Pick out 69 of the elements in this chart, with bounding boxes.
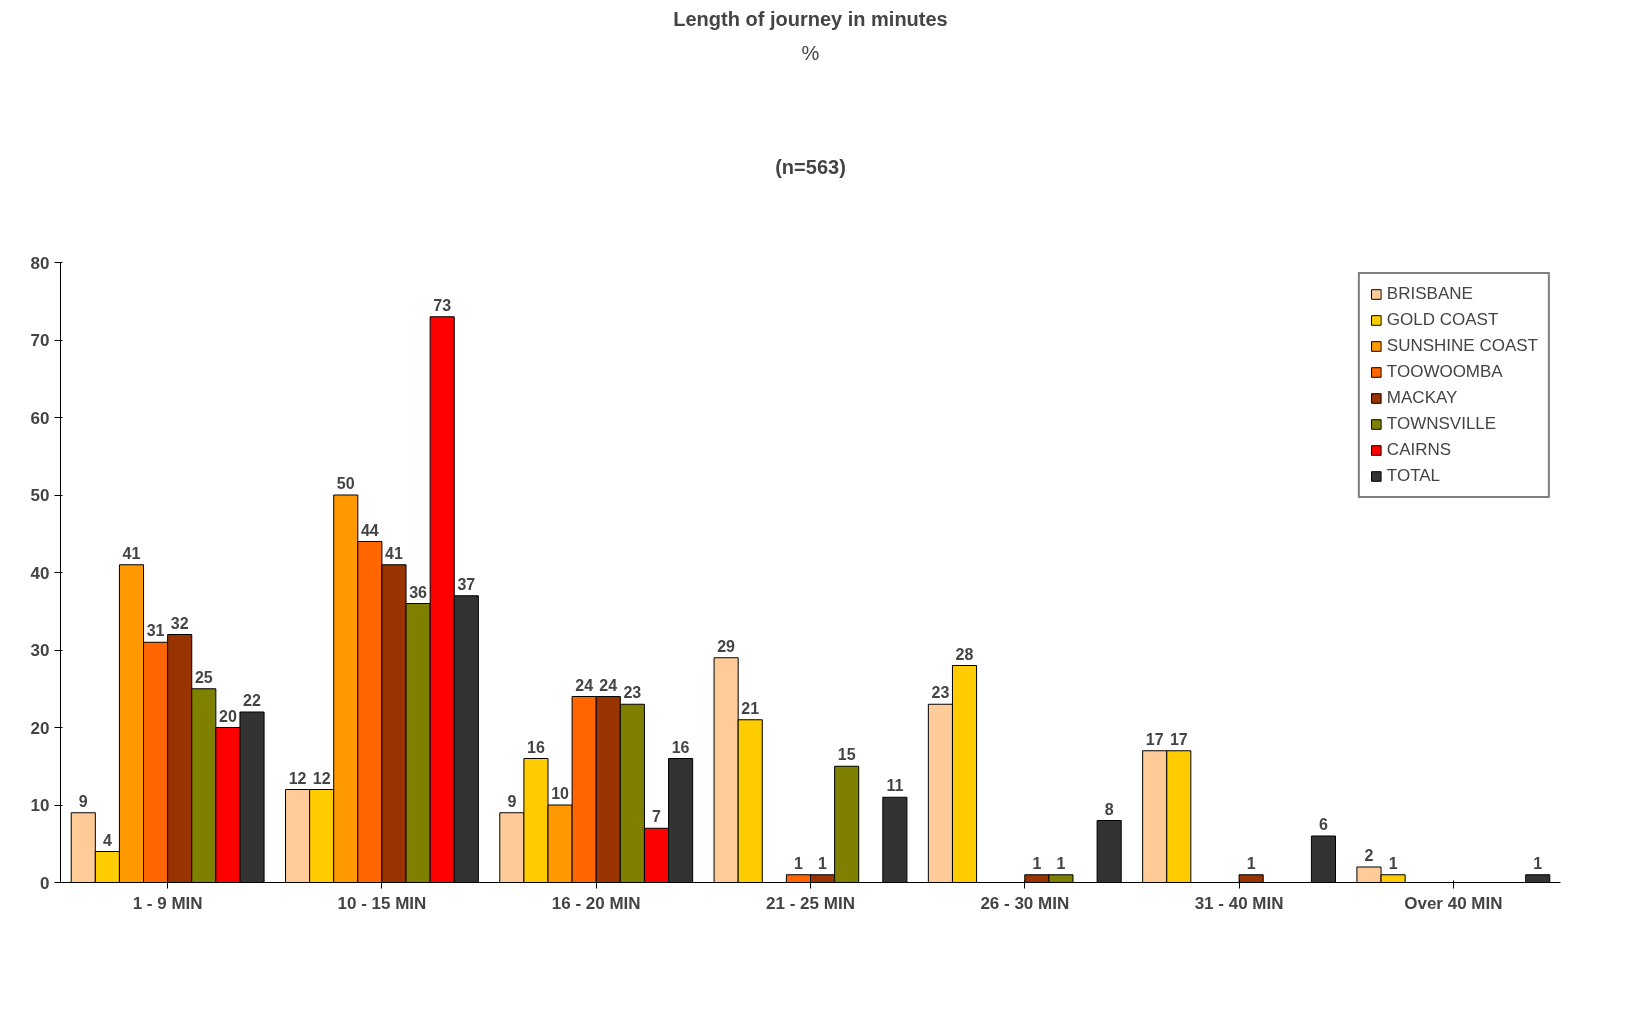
legend-label: BRISBANE bbox=[1386, 284, 1473, 304]
data-label: 37 bbox=[457, 575, 476, 593]
data-label: 1 bbox=[1533, 854, 1543, 872]
data-label: 28 bbox=[955, 645, 974, 663]
data-label: 41 bbox=[385, 544, 403, 562]
data-label: 2 bbox=[1364, 847, 1374, 864]
data-label: 21 bbox=[741, 699, 760, 717]
data-label: 23 bbox=[931, 684, 950, 702]
data-label: 32 bbox=[170, 614, 189, 632]
chart-subtitle: % bbox=[801, 41, 820, 64]
legend-label: SUNSHINE COAST bbox=[1386, 336, 1538, 356]
legend-label: CAIRNS bbox=[1386, 440, 1452, 460]
data-label: 1 bbox=[1388, 854, 1398, 872]
data-label: 41 bbox=[122, 544, 141, 562]
data-label: 31 bbox=[146, 622, 165, 640]
legend-label: MACKAY bbox=[1386, 388, 1458, 408]
x-tick-label: 1 - 9 MIN bbox=[132, 893, 203, 913]
y-tick-label: 20 bbox=[30, 718, 50, 738]
data-label: 44 bbox=[360, 521, 379, 539]
legend-label: TOWNSVILLE bbox=[1386, 414, 1497, 434]
data-label: 22 bbox=[243, 692, 262, 709]
y-tick-label: 10 bbox=[30, 796, 50, 815]
data-label: 17 bbox=[1169, 730, 1188, 748]
legend-label: TOOWOOMBA bbox=[1386, 362, 1503, 382]
x-tick-label: Over 40 MIN bbox=[1404, 893, 1503, 913]
data-label: 12 bbox=[312, 769, 331, 787]
data-label: 12 bbox=[288, 769, 307, 787]
data-label: 10 bbox=[551, 785, 570, 802]
y-tick-label: 40 bbox=[30, 563, 50, 583]
data-label: 1 bbox=[1056, 854, 1066, 872]
data-label: 9 bbox=[507, 792, 517, 810]
x-tick-label: 10 - 15 MIN bbox=[337, 893, 427, 913]
y-tick-label: 70 bbox=[30, 331, 50, 350]
data-label: 11 bbox=[886, 777, 904, 795]
y-tick-label: 0 bbox=[40, 873, 50, 893]
x-tick-label: 31 - 40 MIN bbox=[1194, 893, 1284, 913]
data-label: 1 bbox=[818, 854, 828, 872]
data-label: 17 bbox=[1145, 730, 1164, 748]
data-label: 25 bbox=[194, 668, 213, 686]
y-tick-label: 80 bbox=[30, 253, 50, 273]
data-label: 50 bbox=[336, 475, 355, 492]
data-label: 7 bbox=[652, 808, 662, 826]
data-label: 1 bbox=[1032, 854, 1042, 872]
data-label: 16 bbox=[527, 738, 545, 756]
chart-title: Length of journey in minutes bbox=[673, 7, 948, 30]
data-label: 8 bbox=[1104, 800, 1114, 818]
data-label: 6 bbox=[1319, 816, 1328, 833]
data-label: 20 bbox=[219, 707, 237, 725]
data-label: 24 bbox=[575, 676, 594, 694]
data-label: 29 bbox=[717, 637, 736, 655]
legend-label: TOTAL bbox=[1386, 466, 1441, 486]
y-tick-label: 60 bbox=[30, 408, 50, 428]
legend-label: GOLD COAST bbox=[1386, 310, 1499, 330]
x-tick-label: 21 - 25 MIN bbox=[766, 893, 855, 913]
x-tick-label: 26 - 30 MIN bbox=[980, 893, 1070, 913]
data-label: 1 bbox=[794, 854, 803, 872]
data-label: 16 bbox=[671, 738, 690, 756]
data-label: 36 bbox=[409, 583, 428, 601]
data-label: 24 bbox=[599, 676, 618, 694]
data-label: 4 bbox=[102, 831, 112, 849]
data-label: 23 bbox=[623, 684, 642, 702]
data-label: 9 bbox=[78, 792, 88, 810]
data-label: 73 bbox=[433, 296, 452, 314]
data-label: 1 bbox=[1246, 854, 1256, 872]
y-tick-label: 30 bbox=[30, 641, 50, 660]
text: (n=563) bbox=[775, 155, 846, 178]
x-tick-label: 16 - 20 MIN bbox=[551, 893, 641, 913]
data-label: 15 bbox=[837, 746, 856, 764]
y-tick-label: 50 bbox=[30, 486, 50, 505]
